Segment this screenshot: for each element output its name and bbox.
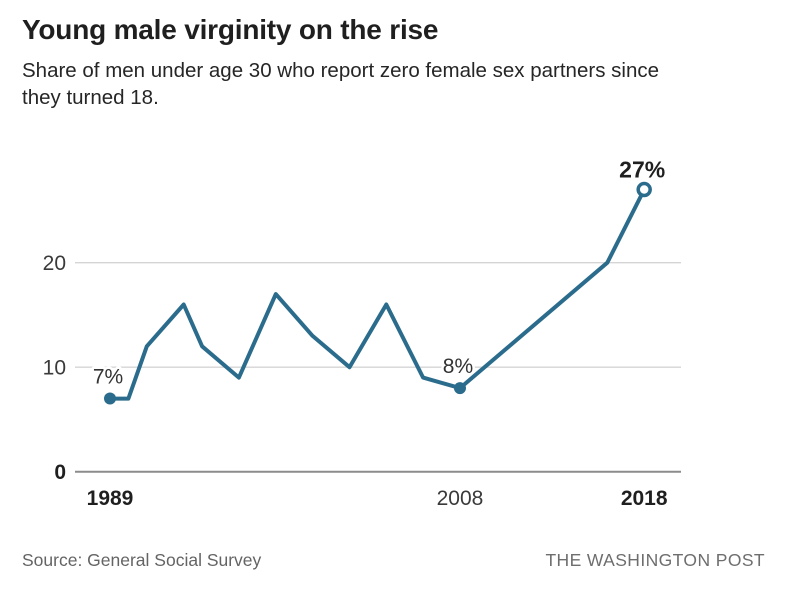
data-line — [108, 187, 647, 401]
x-tick-label: 1989 — [87, 487, 134, 510]
y-tick-label: 20 — [43, 252, 66, 275]
chart-title: Young male virginity on the rise — [22, 14, 439, 45]
data-point-label: 8% — [443, 355, 473, 378]
data-point-label: 7% — [93, 366, 123, 389]
data-point-marker — [104, 392, 116, 405]
subtitle-line-2: they turned 18. — [22, 86, 159, 109]
source-note: Source: General Social Survey — [22, 550, 262, 570]
x-tick-label: 2008 — [437, 487, 484, 510]
data-point-label: 27% — [619, 157, 665, 183]
y-tick-label: 10 — [43, 357, 66, 380]
x-tick-label: 2018 — [621, 487, 668, 510]
publisher-credit: THE WASHINGTON POST — [545, 550, 765, 570]
y-tick-label: 0 — [54, 461, 66, 484]
data-point-marker-open — [636, 181, 652, 198]
subtitle-line-1: Share of men under age 30 who report zer… — [22, 59, 659, 82]
chart-subtitle: Share of men under age 30 who report zer… — [22, 57, 659, 111]
data-point-marker — [453, 382, 466, 395]
